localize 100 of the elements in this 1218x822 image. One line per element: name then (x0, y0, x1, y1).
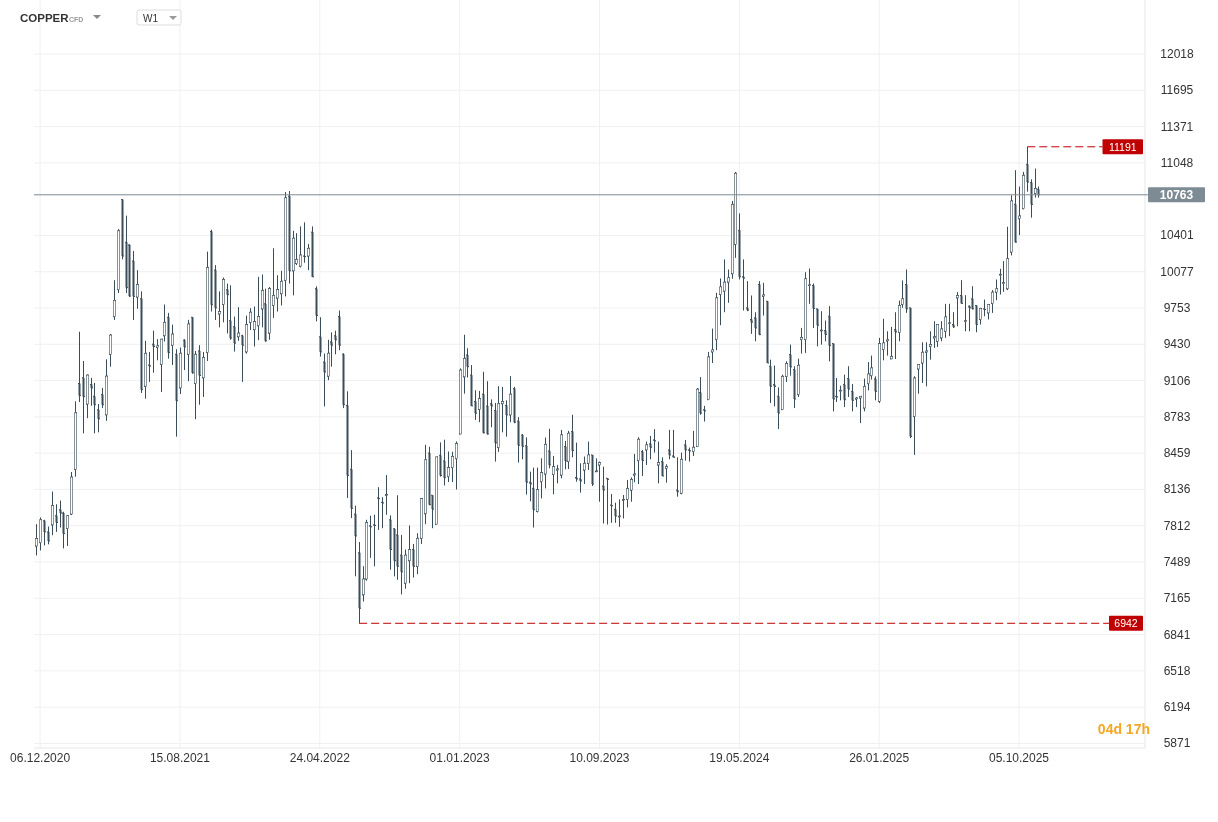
x-tick-label: 24.04.2022 (289, 751, 351, 765)
candlestick (39, 516, 42, 551)
annotation: 04d 17h (1097, 721, 1150, 737)
candlestick (1022, 171, 1025, 210)
candlestick (302, 221, 307, 264)
x-tick-label: 19.05.2024 (709, 751, 770, 765)
y-tick-label: 7489 (1163, 554, 1191, 569)
candlestick (727, 268, 730, 304)
candlestick (715, 292, 718, 351)
y-tick-label: 9753 (1163, 301, 1191, 316)
y-tick-label: 8783 (1163, 409, 1191, 424)
candlestick (987, 303, 990, 320)
candlestick (758, 280, 761, 336)
candlestick (609, 493, 614, 524)
y-tick-label: 5871 (1163, 736, 1191, 751)
candlestick (863, 378, 866, 412)
candlestick (342, 352, 345, 409)
candlestick (358, 541, 361, 624)
candlestick (155, 338, 160, 361)
candlestick (264, 288, 267, 343)
candlestick (552, 455, 555, 495)
candlestick (447, 450, 450, 483)
candlestick (55, 503, 58, 533)
candlestick (233, 316, 236, 353)
candlestick (944, 303, 947, 339)
candlestick (175, 348, 178, 438)
candlestick (602, 466, 605, 524)
candlestick (253, 305, 256, 348)
candlestick (482, 371, 485, 434)
candlestick (198, 344, 201, 406)
candlestick (494, 402, 497, 463)
candlestick (338, 310, 341, 351)
y-tick-label: 6194 (1163, 700, 1191, 715)
candlestick (675, 456, 680, 498)
candlestick (1006, 226, 1009, 291)
candlestick (597, 461, 602, 503)
y-tick-label: 10401 (1160, 228, 1195, 243)
candlestick (70, 471, 73, 516)
candlestick (315, 285, 318, 322)
candlestick (319, 316, 322, 358)
candlestick (93, 382, 96, 434)
candlestick (147, 351, 152, 383)
ref-line-label: 10763 (1159, 187, 1194, 202)
candlestick (605, 477, 610, 525)
y-tick-label: 8136 (1163, 482, 1191, 497)
candlestick (719, 277, 722, 326)
candlestick (78, 331, 81, 403)
candlestick (109, 333, 112, 368)
candlestick (400, 534, 403, 595)
candlestick (928, 330, 933, 361)
candlestick (151, 330, 156, 374)
candlestick (35, 523, 38, 556)
candlestick (372, 514, 377, 567)
candlestick (789, 344, 792, 377)
candlestick (664, 463, 669, 484)
candlestick (478, 390, 481, 423)
candlestick (940, 320, 943, 342)
candlestick (187, 319, 190, 382)
y-tick-label: 7812 (1163, 518, 1191, 533)
candlestick (536, 467, 539, 513)
candlestick (936, 324, 939, 348)
candlestick (614, 502, 617, 524)
candlestick (960, 279, 963, 304)
candlestick (819, 310, 824, 346)
candlestick (680, 452, 683, 495)
candlestick (889, 326, 894, 360)
candlestick (113, 279, 116, 321)
candlestick (571, 414, 574, 458)
candlestick (486, 380, 489, 436)
candlestick (354, 505, 357, 577)
candlestick (206, 251, 209, 362)
candlestick (684, 439, 687, 462)
y-tick-label: 11371 (1160, 119, 1194, 134)
candlestick (793, 365, 796, 409)
candlestick (963, 294, 968, 332)
candlestick (299, 225, 302, 268)
x-tick-label: 06.12.2020 (10, 751, 71, 765)
candlestick (797, 358, 800, 398)
candlestick (804, 271, 807, 354)
candlestick (656, 441, 661, 484)
candlestick (435, 456, 438, 525)
candlestick (921, 341, 924, 384)
candlestick (97, 403, 100, 433)
candlestick (1001, 260, 1006, 293)
candlestick (82, 360, 85, 434)
candlestick (851, 383, 854, 412)
candlestick (917, 364, 920, 395)
candlestick (284, 191, 287, 297)
annotation: W1 (143, 13, 159, 24)
candlestick (932, 320, 937, 349)
candlestick (723, 258, 726, 313)
ref-line-label: 11191 (1108, 140, 1137, 153)
candlestick (749, 295, 754, 335)
y-tick-label: 6841 (1163, 627, 1191, 642)
candlestick (66, 514, 69, 547)
candlestick (1037, 186, 1040, 199)
y-tick-label: 8459 (1163, 446, 1191, 461)
candlestick (637, 436, 640, 485)
candlestick (408, 525, 411, 584)
x-tick-label: 05.10.2025 (989, 751, 1050, 765)
